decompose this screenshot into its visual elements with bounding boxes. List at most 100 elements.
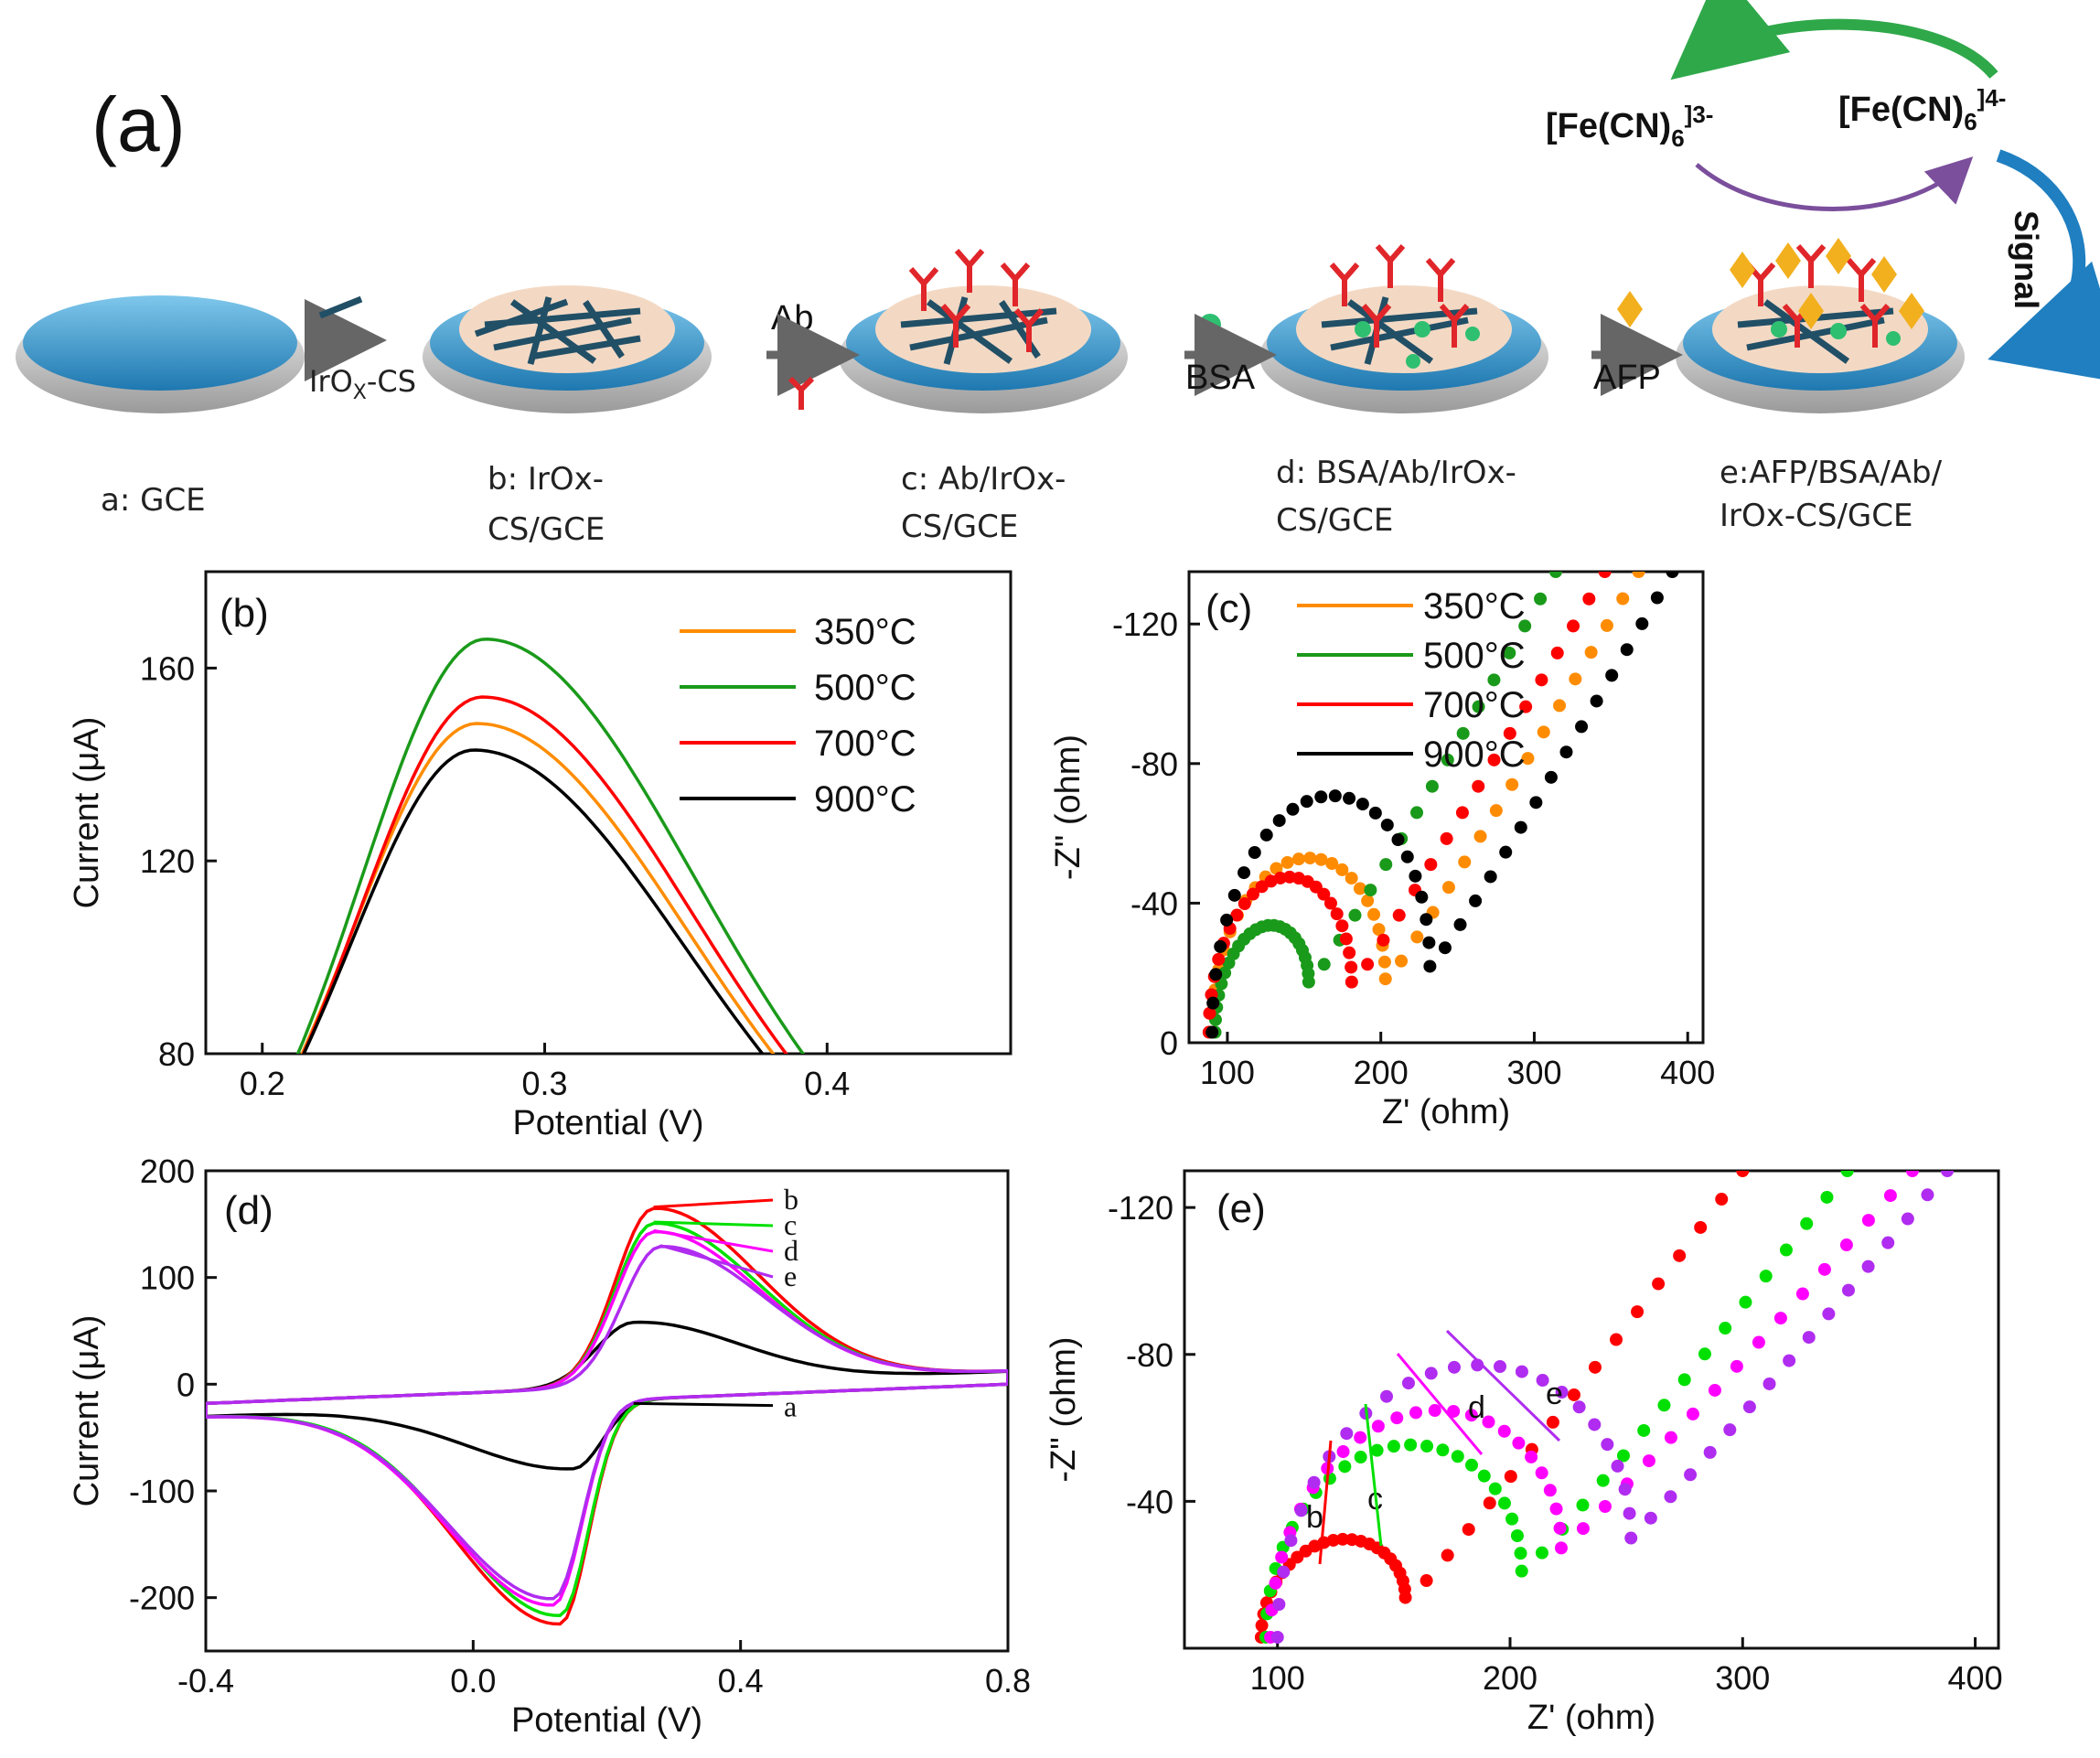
data-point	[1317, 887, 1331, 901]
data-point	[1598, 1499, 1612, 1513]
svg-text:IrOx-CS/GCE: IrOx-CS/GCE	[1720, 498, 1913, 534]
y-axis-label: Current (μA)	[68, 1315, 106, 1507]
legend-label: 350°C	[1423, 586, 1526, 627]
data-point	[1536, 1374, 1549, 1388]
data-point	[1652, 1277, 1666, 1291]
y-tick-label: 120	[140, 842, 195, 880]
data-point	[1238, 866, 1251, 880]
data-point	[1510, 1529, 1524, 1543]
data-point	[1611, 1459, 1624, 1473]
data-point	[1368, 806, 1382, 820]
legend-label: 900°C	[1423, 734, 1526, 775]
data-point	[1477, 1469, 1491, 1483]
data-point	[1328, 789, 1342, 803]
data-point	[1752, 1335, 1765, 1349]
data-point	[1535, 673, 1548, 687]
y-axis-label: -Z" (ohm)	[1045, 1336, 1083, 1482]
svg-text:CS/GCE: CS/GCE	[1276, 502, 1393, 539]
x-axis-label: Potential (V)	[512, 1104, 703, 1142]
data-point	[1632, 572, 1645, 578]
legend-label: 500°C	[1423, 636, 1526, 676]
data-point	[1605, 669, 1619, 682]
series-callout-arrow	[653, 1228, 774, 1253]
data-point	[1820, 1190, 1834, 1204]
step-3: BSA	[1184, 314, 1277, 397]
data-point	[1497, 1496, 1511, 1510]
data-point	[1719, 1322, 1732, 1335]
data-point	[1881, 1236, 1895, 1249]
data-point	[1567, 1388, 1580, 1401]
afp-icons	[1730, 238, 1924, 329]
data-point	[1525, 1450, 1538, 1463]
data-point	[1441, 881, 1455, 895]
data-point	[1205, 1025, 1219, 1039]
data-point	[1482, 1415, 1495, 1429]
plot-frame	[204, 1169, 1010, 1653]
data-point	[1275, 1550, 1289, 1564]
data-point	[1673, 1249, 1687, 1262]
data-point	[1326, 1533, 1340, 1547]
data-point	[1458, 855, 1472, 869]
data-point	[1529, 796, 1543, 809]
y-tick-label: -80	[1126, 1336, 1173, 1374]
data-point	[1462, 1523, 1475, 1537]
svg-text:CS/GCE: CS/GCE	[488, 511, 605, 548]
data-point	[1227, 888, 1241, 902]
data-point	[1742, 1400, 1756, 1414]
data-point	[1567, 619, 1580, 633]
data-point	[1314, 790, 1328, 804]
panel-label: (d)	[224, 1188, 273, 1233]
data-point	[1861, 1260, 1875, 1273]
signal-arrow	[1988, 149, 2100, 384]
data-point	[1294, 1504, 1308, 1517]
data-point	[1623, 1506, 1636, 1520]
panel-label: (c)	[1205, 586, 1252, 631]
data-point	[1441, 1549, 1454, 1562]
data-point	[1515, 1564, 1528, 1578]
data-point	[1451, 1450, 1464, 1463]
x-tick-label: 100	[1200, 1054, 1255, 1091]
data-point	[1336, 1445, 1350, 1459]
chart-2: (d) -0.4 0.0 0.4 0.8 -200 -100 0 100 200 Potential…	[68, 1152, 1031, 1740]
chart-panels: (b) 0.2 0.3 0.4 80 120 160 Potential (V) Current…	[68, 570, 2003, 1740]
data-point	[1519, 700, 1533, 713]
data-point	[1503, 726, 1516, 740]
data-point	[1553, 1521, 1567, 1535]
data-point	[1284, 1534, 1298, 1548]
ferricyanide-label: [Fe(CN)6]3-	[1546, 101, 1713, 152]
electrode-b	[423, 285, 712, 413]
data-point	[1644, 1511, 1657, 1525]
data-point	[1291, 852, 1305, 866]
data-point	[1473, 830, 1487, 843]
svg-text:a: GCE: a: GCE	[101, 482, 206, 519]
data-point	[1822, 1307, 1836, 1321]
plot-frame	[1187, 570, 1705, 1045]
data-point	[1487, 673, 1501, 687]
series-callout-arrow	[659, 1244, 774, 1279]
data-point	[1650, 591, 1664, 605]
data-point	[1348, 908, 1362, 922]
data-point	[1379, 858, 1393, 872]
panel-label: (b)	[220, 591, 269, 636]
plot-series-group	[1254, 1171, 1955, 1644]
data-point	[1323, 896, 1337, 910]
data-point	[1370, 1443, 1384, 1457]
data-point	[1905, 1171, 1919, 1177]
data-point	[1657, 1399, 1671, 1412]
data-point	[1582, 592, 1596, 606]
data-point	[1518, 619, 1532, 633]
data-point	[1941, 1171, 1955, 1177]
data-point	[1596, 1474, 1610, 1487]
data-point	[1307, 1475, 1321, 1489]
data-point	[1220, 913, 1234, 927]
y-tick-label: -120	[1108, 1189, 1173, 1227]
series-line	[295, 638, 806, 1054]
data-point	[1600, 618, 1613, 632]
data-point	[1901, 1212, 1914, 1226]
svg-text:BSA: BSA	[1185, 359, 1256, 397]
data-point	[1666, 572, 1679, 578]
electrode-e	[1676, 238, 1965, 413]
data-point	[1631, 1305, 1645, 1319]
cv-loop	[206, 1320, 1008, 1471]
